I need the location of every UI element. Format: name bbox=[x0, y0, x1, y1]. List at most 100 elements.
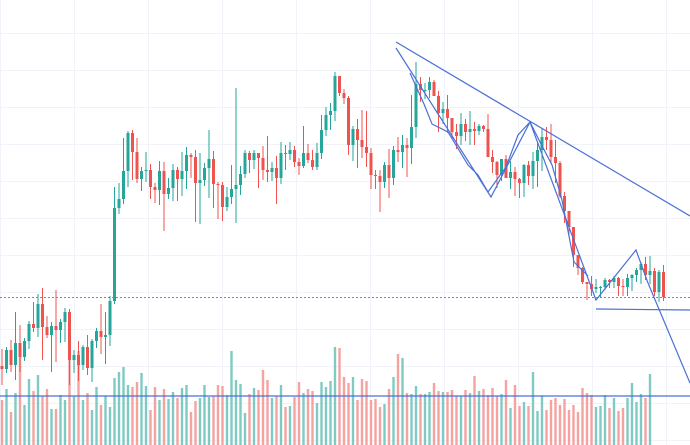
candle bbox=[257, 153, 260, 188]
volume-bar bbox=[351, 377, 355, 445]
candle-body bbox=[270, 168, 274, 172]
candle-body bbox=[410, 127, 413, 148]
candle bbox=[630, 274, 634, 291]
volume-bar bbox=[644, 398, 647, 445]
volume-bar bbox=[500, 394, 503, 445]
volume-bar bbox=[639, 394, 643, 445]
candle bbox=[639, 262, 643, 284]
candle-body bbox=[612, 278, 616, 282]
candle-body bbox=[585, 282, 589, 284]
trendline[interactable] bbox=[595, 308, 690, 311]
candle-body bbox=[621, 286, 625, 287]
volume-bar bbox=[176, 398, 179, 445]
candle-body bbox=[198, 180, 202, 183]
trendline[interactable] bbox=[647, 282, 690, 384]
candle-body bbox=[104, 335, 107, 337]
candle bbox=[9, 340, 13, 372]
zigzag-line[interactable] bbox=[409, 72, 589, 277]
candle-body bbox=[378, 176, 382, 182]
candle bbox=[140, 167, 143, 191]
volume-bar bbox=[270, 398, 274, 445]
candle bbox=[324, 107, 328, 136]
candle bbox=[635, 268, 638, 282]
volume-bar bbox=[171, 392, 175, 445]
candle bbox=[522, 164, 526, 197]
candle-body bbox=[414, 84, 418, 127]
volume-bar bbox=[518, 406, 521, 445]
candle-body bbox=[594, 287, 598, 289]
candle-body bbox=[563, 196, 566, 211]
volume-bar bbox=[324, 387, 328, 445]
candle bbox=[437, 91, 440, 132]
volume-bar bbox=[36, 375, 40, 445]
volume-bar bbox=[468, 393, 472, 445]
drawings[interactable] bbox=[0, 41, 690, 397]
volume-bar bbox=[405, 393, 409, 445]
volume-bar bbox=[149, 410, 152, 445]
volume-bar bbox=[509, 408, 512, 445]
candle bbox=[563, 192, 566, 223]
candle bbox=[14, 312, 17, 380]
candle bbox=[455, 124, 458, 149]
volume-bar bbox=[455, 396, 458, 445]
candle-body bbox=[261, 158, 265, 170]
volume-bar bbox=[167, 399, 170, 445]
candle-body bbox=[86, 347, 89, 368]
candle-body bbox=[644, 264, 647, 275]
volume-bar bbox=[387, 389, 391, 445]
candle-body bbox=[531, 161, 535, 176]
candle bbox=[617, 277, 620, 296]
volume-bar bbox=[131, 387, 134, 445]
volume-bar bbox=[162, 389, 166, 445]
volume-bar bbox=[477, 391, 481, 445]
candle bbox=[54, 290, 58, 362]
volume-bar bbox=[261, 370, 265, 445]
volume-bar bbox=[540, 396, 544, 445]
candle-body bbox=[153, 187, 157, 190]
trendline[interactable] bbox=[395, 41, 690, 217]
candle-body bbox=[581, 268, 584, 282]
candle-body bbox=[428, 82, 431, 90]
candle bbox=[108, 296, 112, 346]
candle bbox=[464, 119, 467, 141]
candle bbox=[657, 270, 661, 302]
volume-bar bbox=[95, 387, 98, 445]
volume-bar bbox=[59, 395, 62, 445]
volume-bar bbox=[306, 389, 310, 445]
volume-bar bbox=[441, 392, 445, 445]
candle-body bbox=[185, 155, 188, 171]
candle-body bbox=[302, 153, 305, 166]
volume-bar bbox=[284, 407, 287, 445]
candle-body bbox=[194, 157, 197, 183]
candle-body bbox=[518, 179, 521, 183]
candle bbox=[203, 163, 206, 186]
candle-body bbox=[630, 275, 634, 278]
volume-bar bbox=[414, 386, 418, 445]
candle bbox=[320, 115, 323, 159]
candle bbox=[626, 274, 629, 296]
candle-body bbox=[131, 133, 134, 152]
candle bbox=[531, 152, 535, 189]
candle bbox=[293, 146, 296, 167]
volume-bar bbox=[81, 400, 85, 445]
volume-bar bbox=[311, 391, 314, 445]
candle-body bbox=[383, 165, 386, 182]
candle-body bbox=[234, 185, 238, 189]
candle-body bbox=[144, 170, 148, 171]
candle bbox=[414, 62, 418, 138]
candle-body bbox=[252, 153, 256, 160]
candle-body bbox=[608, 280, 611, 282]
volume-bar bbox=[113, 378, 116, 445]
volume-bar bbox=[635, 402, 638, 445]
candle-body bbox=[180, 171, 184, 179]
candle-body bbox=[113, 208, 116, 301]
candle bbox=[131, 130, 134, 180]
candle-body bbox=[486, 129, 490, 157]
volume-bar bbox=[198, 398, 202, 445]
candle bbox=[59, 319, 62, 343]
volume-bar bbox=[279, 385, 283, 445]
volume-bar bbox=[531, 372, 535, 445]
volume-bar bbox=[315, 403, 319, 445]
candle-body bbox=[122, 171, 125, 199]
candle bbox=[185, 147, 188, 189]
